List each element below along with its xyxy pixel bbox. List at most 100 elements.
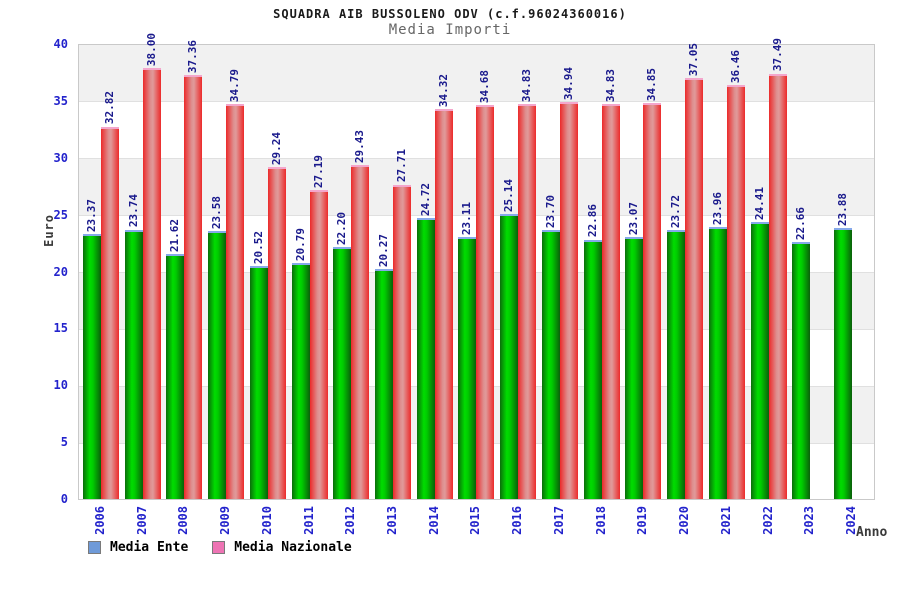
year-group-2016: 25.14 34.83 2016 xyxy=(500,45,537,535)
x-axis-title: Anno xyxy=(856,525,888,540)
bar-media-ente-2015: 23.11 xyxy=(458,202,477,499)
x-tick-label-2017: 2017 xyxy=(551,506,566,535)
bar-media-nazionale-2019: 34.85 xyxy=(643,68,662,499)
bar-media-nazionale-2021: 36.46 xyxy=(726,50,745,499)
bar-media-nazionale-2009: 34.79 xyxy=(226,69,245,499)
legend-item-media-ente: Media Ente xyxy=(88,540,188,555)
bar-value-label: 20.27 xyxy=(377,233,391,267)
bar-media-nazionale-2015: 34.68 xyxy=(476,70,495,499)
x-tick-label-2014: 2014 xyxy=(426,506,441,535)
legend-swatch-media-ente xyxy=(88,541,101,554)
year-group-2008: 21.62 37.36 2008 xyxy=(166,40,203,535)
y-tick-label-25: 25 xyxy=(53,207,68,222)
bar-value-label: 34.83 xyxy=(603,68,617,102)
bar-value-label: 23.70 xyxy=(543,194,557,229)
x-tick-label-2006: 2006 xyxy=(93,506,107,535)
bar-media-nazionale-2012: 29.43 xyxy=(351,130,370,499)
bar-media-ente-2022: 24.41 xyxy=(750,187,769,499)
year-group-2022: 24.41 37.49 2022 xyxy=(750,38,787,535)
year-group-2007: 23.74 38.00 2007 xyxy=(124,33,161,535)
legend-label-media-ente: Media Ente xyxy=(110,540,189,555)
bar-media-nazionale-2007: 38.00 xyxy=(142,33,161,499)
legend-swatch-media-nazionale xyxy=(212,541,226,554)
x-tick-label-2015: 2015 xyxy=(468,506,483,535)
bar-media-ente-2018: 22.86 xyxy=(583,204,602,499)
bar-media-nazionale-2020: 37.05 xyxy=(685,43,704,499)
year-group-2010: 20.52 29.24 2010 xyxy=(249,45,286,535)
bar-value-label: 27.71 xyxy=(395,149,409,183)
year-group-2013: 20.27 27.71 2013 xyxy=(375,45,412,535)
bar-media-ente-2010: 20.52 xyxy=(249,231,268,499)
bar-media-ente-2019: 23.07 xyxy=(625,202,644,499)
bar-value-label: 23.72 xyxy=(669,194,683,228)
y-tick-label-0: 0 xyxy=(60,492,68,506)
year-group-2012: 22.20 29.43 2012 xyxy=(333,45,370,535)
chart-subtitle: Media Importi xyxy=(388,22,512,38)
year-group-2009: 23.58 34.79 2009 xyxy=(208,45,245,535)
bar-value-label: 23.74 xyxy=(126,194,140,228)
bar-value-label: 22.20 xyxy=(335,211,349,246)
y-tick-label-20: 20 xyxy=(53,264,68,279)
y-tick-label-10: 10 xyxy=(53,378,68,393)
legend-label-media-nazionale: Media Nazionale xyxy=(234,540,352,555)
bar-value-label: 38.00 xyxy=(144,32,158,66)
bar-value-label: 34.85 xyxy=(645,68,659,102)
bar-value-label: 23.11 xyxy=(460,201,474,235)
chart-title: SQUADRA AIB BUSSOLENO ODV (c.f.960243600… xyxy=(273,7,627,21)
bar-value-label: 23.88 xyxy=(835,192,849,226)
bar-media-ente-2017: 23.70 xyxy=(541,195,560,499)
year-group-2020: 23.72 37.05 2020 xyxy=(667,43,704,535)
year-group-2017: 23.70 34.94 2017 xyxy=(541,45,578,535)
bar-media-ente-2011: 20.79 xyxy=(291,228,310,499)
bar-value-label: 23.07 xyxy=(627,202,641,236)
bar-value-label: 25.14 xyxy=(502,178,516,212)
bar-media-ente-2012: 22.20 xyxy=(333,212,352,499)
bar-value-label: 29.43 xyxy=(353,129,367,163)
bar-value-label: 23.58 xyxy=(210,196,224,230)
bar-media-nazionale-2011: 27.19 xyxy=(309,155,328,499)
x-tick-label-2018: 2018 xyxy=(593,506,608,535)
x-tick-label-2012: 2012 xyxy=(343,506,358,535)
bar-value-label: 23.37 xyxy=(85,198,98,232)
bar-media-ente-2016: 25.14 xyxy=(500,179,519,499)
year-group-2015: 23.11 34.68 2015 xyxy=(458,45,495,535)
bar-value-label: 36.46 xyxy=(728,50,742,84)
x-tick-label-2020: 2020 xyxy=(677,506,692,535)
bar-value-label: 34.32 xyxy=(436,74,450,108)
bar-media-nazionale-2006: 32.82 xyxy=(101,91,119,499)
bar-media-ente-2024: 23.88 xyxy=(833,193,852,499)
bar-value-label: 24.41 xyxy=(752,186,766,220)
bar-value-label: 23.96 xyxy=(710,191,724,226)
year-group-2023: 22.66 2023 xyxy=(792,45,828,535)
bar-media-nazionale-2008: 37.36 xyxy=(184,40,203,499)
x-tick-label-2008: 2008 xyxy=(176,506,191,535)
x-tick-label-2021: 2021 xyxy=(718,506,733,535)
bar-media-ente-2013: 20.27 xyxy=(375,234,394,499)
year-group-2019: 23.07 34.85 2019 xyxy=(625,45,662,535)
bar-value-label: 37.05 xyxy=(687,43,701,77)
bar-media-ente-2006: 23.37 xyxy=(83,199,101,499)
x-tick-label-2023: 2023 xyxy=(802,506,817,535)
bar-media-ente-2020: 23.72 xyxy=(667,195,686,499)
bar-value-label: 20.52 xyxy=(251,230,265,265)
y-tick-label-5: 5 xyxy=(60,435,68,450)
bar-media-nazionale-2013: 27.71 xyxy=(393,149,412,499)
bar-media-ente-2008: 21.62 xyxy=(166,219,185,499)
bar-value-label: 37.49 xyxy=(770,38,784,72)
bar-media-ente-2009: 23.58 xyxy=(208,196,227,499)
bar-value-label: 34.94 xyxy=(561,67,575,101)
x-tick-label-2009: 2009 xyxy=(218,506,233,535)
year-group-2021: 23.96 36.46 2021 xyxy=(708,45,745,535)
bar-value-label: 27.19 xyxy=(311,155,325,189)
plot-area: 23.37 32.82 2006 23.74 38.00 2007 21.62 37.36 20… xyxy=(78,33,875,535)
bar-value-label: 24.72 xyxy=(418,183,432,217)
bar-media-nazionale-2022: 37.49 xyxy=(768,38,787,499)
y-tick-label-15: 15 xyxy=(53,321,68,336)
bar-media-nazionale-2010: 29.24 xyxy=(267,132,286,499)
x-tick-label-2013: 2013 xyxy=(385,506,400,535)
bar-media-nazionale-2016: 34.83 xyxy=(518,69,537,499)
bar-value-label: 32.82 xyxy=(103,91,116,125)
bar-media-nazionale-2018: 34.83 xyxy=(601,69,620,499)
x-tick-label-2016: 2016 xyxy=(510,506,525,535)
